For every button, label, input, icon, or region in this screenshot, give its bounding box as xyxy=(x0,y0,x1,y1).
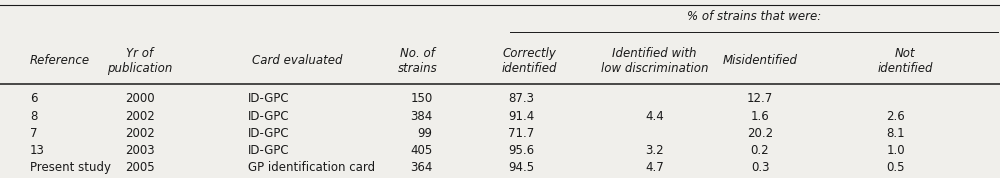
Text: 1.0: 1.0 xyxy=(886,144,905,157)
Text: Misidentified: Misidentified xyxy=(722,54,798,67)
Text: 0.5: 0.5 xyxy=(887,161,905,174)
Text: 8.1: 8.1 xyxy=(886,127,905,140)
Text: 4.7: 4.7 xyxy=(645,161,664,174)
Text: Reference: Reference xyxy=(30,54,90,67)
Text: 91.4: 91.4 xyxy=(508,109,535,123)
Text: 364: 364 xyxy=(410,161,432,174)
Text: ID-GPC: ID-GPC xyxy=(248,127,290,140)
Text: 4.4: 4.4 xyxy=(645,109,664,123)
Text: Card evaluated: Card evaluated xyxy=(252,54,343,67)
Text: 2002: 2002 xyxy=(125,127,155,140)
Text: 6: 6 xyxy=(30,92,38,105)
Text: 2003: 2003 xyxy=(125,144,155,157)
Text: 12.7: 12.7 xyxy=(747,92,773,105)
Text: GP identification card: GP identification card xyxy=(248,161,375,174)
Text: 2002: 2002 xyxy=(125,109,155,123)
Text: Correctly
identified: Correctly identified xyxy=(502,46,557,75)
Text: 405: 405 xyxy=(410,144,432,157)
Text: 3.2: 3.2 xyxy=(645,144,664,157)
Text: 2005: 2005 xyxy=(125,161,155,174)
Text: 150: 150 xyxy=(410,92,432,105)
Text: 0.2: 0.2 xyxy=(751,144,769,157)
Text: 1.6: 1.6 xyxy=(751,109,769,123)
Text: 87.3: 87.3 xyxy=(509,92,535,105)
Text: Present study: Present study xyxy=(30,161,111,174)
Text: ID-GPC: ID-GPC xyxy=(248,92,290,105)
Text: ID-GPC: ID-GPC xyxy=(248,109,290,123)
Text: Not
identified: Not identified xyxy=(877,46,933,75)
Text: % of strains that were:: % of strains that were: xyxy=(687,10,821,23)
Text: 13: 13 xyxy=(30,144,45,157)
Text: 384: 384 xyxy=(410,109,432,123)
Text: 95.6: 95.6 xyxy=(508,144,535,157)
Text: 71.7: 71.7 xyxy=(508,127,535,140)
Text: 8: 8 xyxy=(30,109,37,123)
Text: ID-GPC: ID-GPC xyxy=(248,144,290,157)
Text: 0.3: 0.3 xyxy=(751,161,769,174)
Text: No. of
strains: No. of strains xyxy=(398,46,437,75)
Text: 20.2: 20.2 xyxy=(747,127,773,140)
Text: Yr of
publication: Yr of publication xyxy=(107,46,173,75)
Text: 2.6: 2.6 xyxy=(886,109,905,123)
Text: Identified with
low discrimination: Identified with low discrimination xyxy=(601,46,708,75)
Text: 94.5: 94.5 xyxy=(508,161,535,174)
Text: 99: 99 xyxy=(418,127,432,140)
Text: 2000: 2000 xyxy=(125,92,155,105)
Text: 7: 7 xyxy=(30,127,38,140)
